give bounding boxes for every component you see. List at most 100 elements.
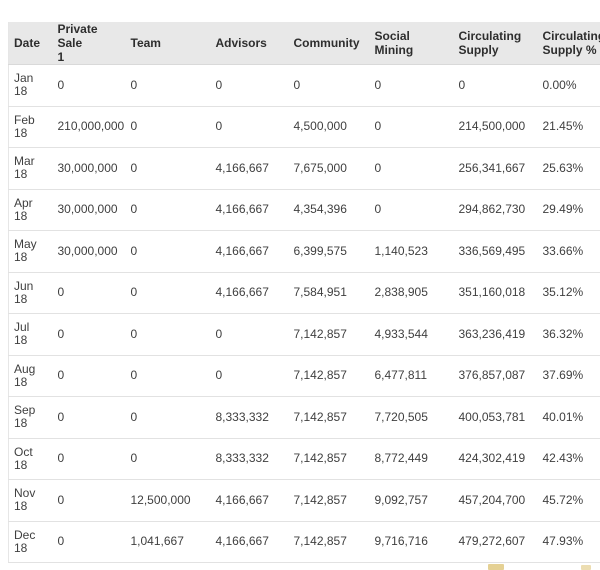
column-header-advisors: Advisors bbox=[211, 22, 289, 65]
table-cell: 294,862,730 bbox=[454, 189, 538, 231]
table-cell: 7,142,857 bbox=[289, 397, 370, 439]
table-cell: 4,166,667 bbox=[211, 521, 289, 563]
date-cell: Jul 18 bbox=[9, 314, 53, 356]
table-cell: 30,000,000 bbox=[53, 189, 126, 231]
date-cell: Nov 18 bbox=[9, 480, 53, 522]
table-cell: 0.00% bbox=[538, 65, 600, 107]
table-cell: 0 bbox=[126, 314, 211, 356]
table-cell: 0 bbox=[126, 397, 211, 439]
table-header: Date Private Sale 1 Team Advisors Commun… bbox=[9, 22, 600, 65]
table-cell: 47.93% bbox=[538, 521, 600, 563]
table-row: Feb 18 210,000,000 0 0 4,500,000 0 214,5… bbox=[9, 106, 600, 148]
table-row: Mar 18 30,000,000 0 4,166,667 7,675,000 … bbox=[9, 148, 600, 190]
table-cell: 9,092,757 bbox=[370, 480, 454, 522]
table-cell: 0 bbox=[370, 148, 454, 190]
table-cell: 0 bbox=[126, 65, 211, 107]
table-row: May 18 30,000,000 0 4,166,667 6,399,575 … bbox=[9, 231, 600, 273]
table-cell: 0 bbox=[126, 106, 211, 148]
date-cell: Mar 18 bbox=[9, 148, 53, 190]
table-cell: 4,166,667 bbox=[211, 272, 289, 314]
date-cell: Jan 18 bbox=[9, 65, 53, 107]
table-cell: 7,720,505 bbox=[370, 397, 454, 439]
watermark-fragment bbox=[581, 565, 591, 570]
table-cell: 457,204,700 bbox=[454, 480, 538, 522]
watermark-fragment bbox=[488, 564, 504, 570]
table-row: Sep 18 0 0 8,333,332 7,142,857 7,720,505… bbox=[9, 397, 600, 439]
table-cell: 29.49% bbox=[538, 189, 600, 231]
table-cell: 4,166,667 bbox=[211, 480, 289, 522]
table-cell: 8,333,332 bbox=[211, 438, 289, 480]
table-cell: 0 bbox=[53, 521, 126, 563]
table-cell: 376,857,087 bbox=[454, 355, 538, 397]
table-cell: 30,000,000 bbox=[53, 231, 126, 273]
table-cell: 0 bbox=[289, 65, 370, 107]
circulating-supply-table: Date Private Sale 1 Team Advisors Commun… bbox=[8, 22, 600, 563]
table-cell: 214,500,000 bbox=[454, 106, 538, 148]
table-cell: 0 bbox=[370, 189, 454, 231]
table-cell: 4,166,667 bbox=[211, 231, 289, 273]
table-cell: 256,341,667 bbox=[454, 148, 538, 190]
table-cell: 336,569,495 bbox=[454, 231, 538, 273]
column-header-team: Team bbox=[126, 22, 211, 65]
date-cell: Feb 18 bbox=[9, 106, 53, 148]
table-cell: 0 bbox=[211, 355, 289, 397]
table-cell: 33.66% bbox=[538, 231, 600, 273]
table-cell: 0 bbox=[126, 231, 211, 273]
table-cell: 7,142,857 bbox=[289, 355, 370, 397]
table-row: Oct 18 0 0 8,333,332 7,142,857 8,772,449… bbox=[9, 438, 600, 480]
table-cell: 35.12% bbox=[538, 272, 600, 314]
table-cell: 0 bbox=[126, 355, 211, 397]
table-cell: 0 bbox=[53, 272, 126, 314]
table-cell: 8,333,332 bbox=[211, 397, 289, 439]
date-cell: May 18 bbox=[9, 231, 53, 273]
table-cell: 6,477,811 bbox=[370, 355, 454, 397]
column-header-circulating-supply: Circulating Supply bbox=[454, 22, 538, 65]
table-cell: 12,500,000 bbox=[126, 480, 211, 522]
column-header-community: Community bbox=[289, 22, 370, 65]
table-cell: 4,933,544 bbox=[370, 314, 454, 356]
table-cell: 0 bbox=[211, 314, 289, 356]
table-cell: 1,041,667 bbox=[126, 521, 211, 563]
table-cell: 7,584,951 bbox=[289, 272, 370, 314]
table-cell: 30,000,000 bbox=[53, 148, 126, 190]
header-row: Date Private Sale 1 Team Advisors Commun… bbox=[9, 22, 600, 65]
table-cell: 9,716,716 bbox=[370, 521, 454, 563]
table-cell: 45.72% bbox=[538, 480, 600, 522]
table-cell: 25.63% bbox=[538, 148, 600, 190]
column-header-date: Date bbox=[9, 22, 53, 65]
table-cell: 0 bbox=[126, 189, 211, 231]
table-cell: 4,166,667 bbox=[211, 148, 289, 190]
table-cell: 424,302,419 bbox=[454, 438, 538, 480]
column-header-private-sale-1: Private Sale 1 bbox=[53, 22, 126, 65]
column-header-circulating-supply-pct: Circulating Supply % bbox=[538, 22, 600, 65]
table-row: Dec 18 0 1,041,667 4,166,667 7,142,857 9… bbox=[9, 521, 600, 563]
table-cell: 8,772,449 bbox=[370, 438, 454, 480]
table-row: Apr 18 30,000,000 0 4,166,667 4,354,396 … bbox=[9, 189, 600, 231]
table-cell: 0 bbox=[211, 106, 289, 148]
table-cell: 0 bbox=[53, 65, 126, 107]
table-cell: 0 bbox=[126, 438, 211, 480]
table-row: Jul 18 0 0 0 7,142,857 4,933,544 363,236… bbox=[9, 314, 600, 356]
table-cell: 0 bbox=[53, 355, 126, 397]
table-cell: 0 bbox=[53, 397, 126, 439]
table-cell: 400,053,781 bbox=[454, 397, 538, 439]
table-cell: 7,142,857 bbox=[289, 521, 370, 563]
table-cell: 7,142,857 bbox=[289, 314, 370, 356]
table-cell: 7,142,857 bbox=[289, 480, 370, 522]
table-body: Jan 18 0 0 0 0 0 0 0.00% Feb 18 210,000,… bbox=[9, 65, 600, 563]
table-cell: 7,675,000 bbox=[289, 148, 370, 190]
date-cell: Dec 18 bbox=[9, 521, 53, 563]
table-cell: 6,399,575 bbox=[289, 231, 370, 273]
table-cell: 0 bbox=[126, 272, 211, 314]
table-cell: 351,160,018 bbox=[454, 272, 538, 314]
column-header-social-mining: Social Mining bbox=[370, 22, 454, 65]
table-cell: 363,236,419 bbox=[454, 314, 538, 356]
screenshot-root: Date Private Sale 1 Team Advisors Commun… bbox=[0, 0, 600, 570]
table-cell: 4,166,667 bbox=[211, 189, 289, 231]
table-row: Nov 18 0 12,500,000 4,166,667 7,142,857 … bbox=[9, 480, 600, 522]
table-cell: 4,500,000 bbox=[289, 106, 370, 148]
table-cell: 0 bbox=[126, 148, 211, 190]
date-cell: Jun 18 bbox=[9, 272, 53, 314]
table-cell: 0 bbox=[211, 65, 289, 107]
table-cell: 0 bbox=[370, 65, 454, 107]
